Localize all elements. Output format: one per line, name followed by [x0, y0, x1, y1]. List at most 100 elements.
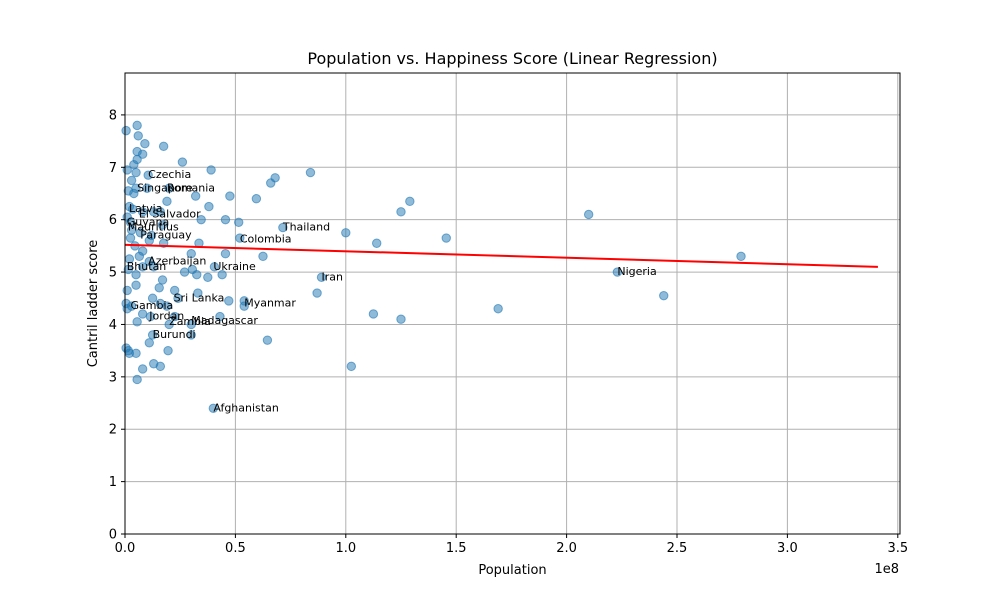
data-point — [132, 120, 142, 131]
data-point — [186, 249, 196, 259]
data-point — [132, 317, 142, 327]
data-point — [341, 228, 351, 238]
x-tick-label: 1.5 — [446, 541, 467, 556]
point-annotation: Afghanistan — [213, 401, 279, 414]
point-annotation: Mauritius — [128, 221, 179, 234]
point-annotation: Myanmar — [244, 297, 296, 310]
data-point — [220, 214, 231, 225]
data-point — [251, 194, 262, 204]
data-point — [192, 269, 202, 280]
point-annotation: Latvia — [129, 202, 163, 215]
data-point — [441, 233, 451, 243]
data-point — [140, 139, 150, 149]
data-point — [493, 304, 503, 314]
data-point — [234, 217, 244, 228]
point-annotation: Jordan — [148, 310, 184, 323]
data-point — [133, 131, 143, 141]
data-point — [196, 214, 206, 225]
data-point — [177, 157, 188, 167]
data-point — [145, 311, 156, 322]
data-point — [157, 275, 168, 285]
data-point — [224, 296, 234, 306]
plot-frame — [124, 72, 901, 535]
data-point — [215, 311, 225, 322]
data-point — [149, 262, 159, 272]
point-annotation: Colombia — [240, 233, 292, 246]
data-point — [155, 361, 166, 372]
data-point — [266, 178, 276, 188]
data-point — [137, 207, 148, 217]
data-point — [131, 167, 141, 178]
point-annotation: Ukraine — [213, 260, 256, 273]
data-point — [162, 301, 172, 311]
data-point — [659, 290, 669, 301]
data-point — [125, 233, 136, 243]
y-tick-label: 6 — [109, 213, 117, 228]
data-point — [163, 345, 173, 356]
point-annotation: Thailand — [282, 221, 330, 234]
data-point — [122, 285, 132, 296]
y-tick-label: 7 — [109, 161, 117, 176]
regression-line-group — [124, 243, 878, 268]
data-point — [262, 335, 273, 345]
data-point — [162, 196, 172, 207]
data-point — [147, 293, 158, 303]
data-point — [209, 262, 220, 272]
y-tick-label: 0 — [109, 528, 117, 543]
data-point — [203, 272, 213, 283]
data-point — [235, 233, 245, 243]
data-point — [121, 125, 131, 136]
data-point — [158, 141, 169, 152]
point-annotation: Burundi — [153, 328, 196, 341]
data-point — [186, 330, 196, 340]
data-point — [143, 170, 153, 180]
data-point — [123, 345, 134, 356]
x-tick-label: 2.5 — [667, 541, 688, 556]
data-point — [612, 267, 623, 277]
point-annotation: Gambia — [131, 299, 174, 312]
x-tick-label: 1.0 — [335, 541, 356, 556]
y-axis-label: Cantril ladder score — [86, 240, 101, 368]
data-point — [147, 330, 158, 340]
data-point — [131, 280, 141, 290]
data-point — [206, 165, 216, 175]
data-point — [126, 175, 137, 186]
regression-line — [124, 243, 878, 268]
data-point — [137, 262, 148, 272]
point-annotation: Nigeria — [617, 265, 656, 278]
data-point — [132, 374, 142, 385]
data-point — [137, 364, 148, 374]
y-tick-label: 4 — [109, 318, 117, 333]
point-annotation: Singapore — [137, 181, 193, 194]
data-point — [368, 309, 379, 319]
data-point — [128, 204, 138, 214]
data-point — [157, 220, 168, 230]
point-annotation: Paraguay — [140, 228, 192, 241]
data-point — [372, 238, 382, 248]
point-annotation: Zambia — [169, 315, 211, 328]
data-point — [405, 196, 415, 207]
data-point — [129, 188, 139, 199]
x-axis-label: Population — [478, 563, 546, 578]
x-tick-label: 3.0 — [777, 541, 798, 556]
data-point — [131, 348, 141, 358]
data-point — [396, 207, 406, 217]
y-tick-label: 1 — [109, 475, 117, 490]
point-annotation: Madagascar — [191, 314, 258, 327]
data-point — [134, 251, 145, 262]
x-tick-label: 3.5 — [887, 541, 908, 556]
data-point — [225, 191, 235, 201]
data-point — [312, 288, 322, 298]
data-point — [164, 319, 174, 330]
point-annotation: El Salvador — [139, 207, 201, 220]
point-annotation: Sri Lanka — [174, 291, 225, 304]
x-tick-label: 2.0 — [556, 541, 577, 556]
data-point — [123, 264, 134, 275]
x-tick-label: 0.0 — [115, 541, 136, 556]
data-point — [258, 251, 268, 262]
data-point — [169, 285, 180, 296]
data-point — [164, 183, 174, 193]
axis-ticks: 0.0 0.5 1.0 1.5 2.0 2.5 3.0 3.5 0 1 2 3 4 5 6 7 8 — [109, 108, 908, 556]
point-annotation: Azerbaijan — [148, 255, 206, 268]
